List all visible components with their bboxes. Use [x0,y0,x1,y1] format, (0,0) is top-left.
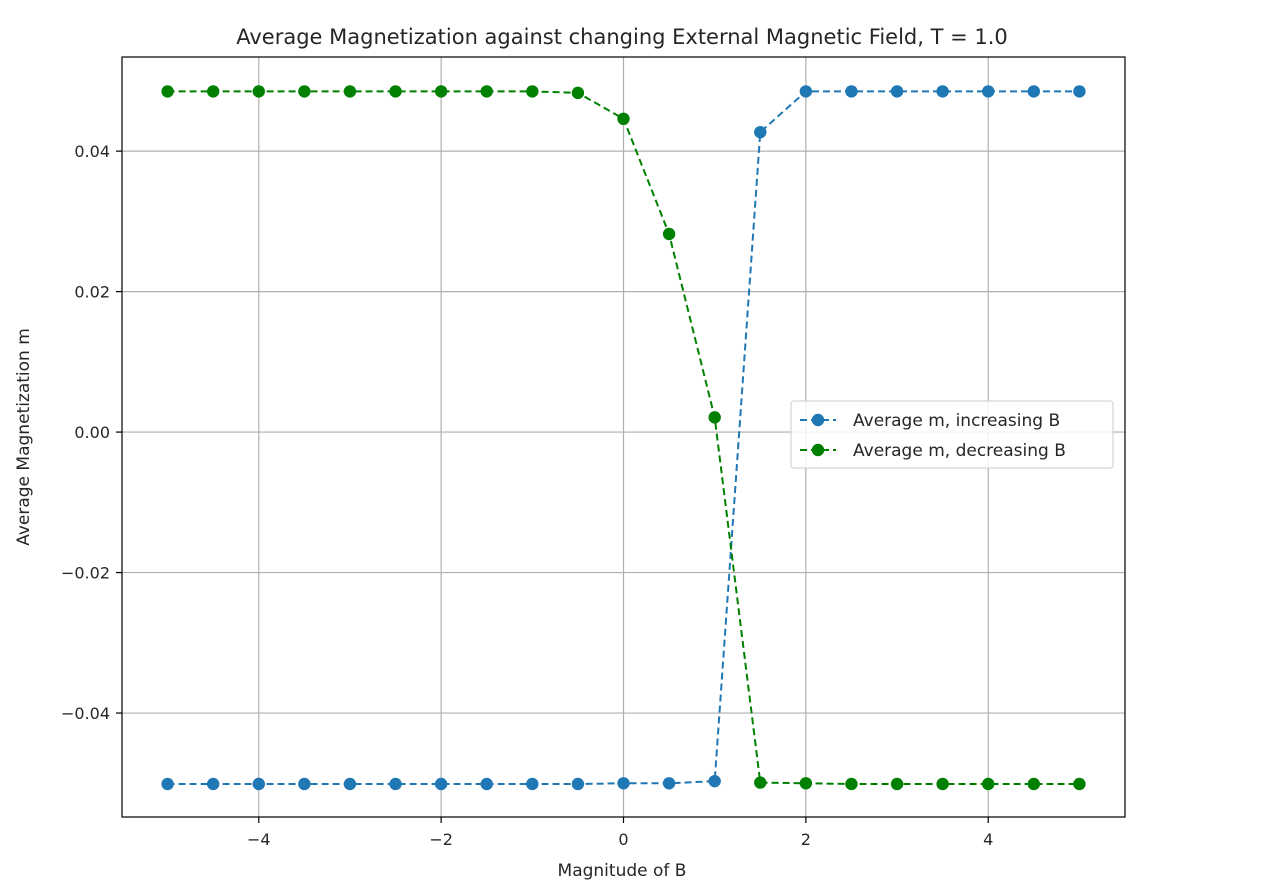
data-point [617,112,630,126]
x-tick-label: −4 [247,830,271,849]
x-axis-ticks: −4 −2 0 2 4 [247,817,993,849]
y-axis-ticks: −0.04 −0.02 0.00 0.02 0.04 [61,142,122,723]
legend: Average m, increasing B Average m, decrea… [790,400,1114,469]
x-axis-label: Magnitude of B [558,861,687,881]
data-point [890,85,904,98]
data-point [526,777,539,791]
data-point [252,85,265,98]
legend-marker [811,443,825,457]
legend-item: Average m, decreasing B [800,441,1066,461]
data-point [708,774,721,788]
data-point [1027,85,1041,98]
data-point [206,777,220,791]
data-point [206,85,220,98]
data-point [252,777,265,791]
data-point [389,777,402,791]
chart-title: Average Magnetization against changing E… [236,25,1008,49]
legend-item: Average m, increasing B [800,411,1060,431]
legend-box [790,400,1114,469]
data-point [982,85,995,98]
x-tick-label: −2 [429,830,453,849]
data-point [845,777,858,791]
data-point [1073,777,1086,791]
data-point [434,85,448,98]
y-tick-label: 0.04 [74,142,110,161]
data-point [434,777,448,791]
series-1 [161,85,1086,791]
legend-label: Average m, decreasing B [853,441,1066,461]
data-point [982,777,995,791]
data-point [526,85,539,98]
data-point [845,85,858,98]
series-2 [161,85,1086,791]
data-point [1073,85,1086,98]
data-point [480,85,493,98]
data-point [662,777,676,790]
data-point [936,85,949,98]
x-tick-label: 0 [618,830,628,849]
data-point [389,85,402,98]
y-tick-label: 0.00 [74,423,110,442]
data-point [754,125,767,139]
y-tick-label: −0.02 [61,564,110,583]
data-point [298,777,311,791]
data-point [571,777,585,791]
x-grid [258,57,989,817]
data-point [298,85,311,98]
data-point [480,777,493,791]
data-point [799,85,813,98]
legend-marker [811,413,825,427]
y-axis-label: Average Magnetization m [14,328,34,546]
data-point [343,777,357,791]
data-point [890,777,904,791]
data-point [936,777,949,791]
x-tick-label: 4 [983,830,993,849]
data-point [571,86,585,100]
data-point [799,777,813,790]
y-tick-label: −0.04 [61,704,110,723]
data-point [662,227,676,241]
y-tick-label: 0.02 [74,283,110,302]
data-point [754,776,767,789]
data-point [161,85,174,98]
data-point [161,777,174,791]
data-point [1027,777,1041,791]
legend-label: Average m, increasing B [853,411,1060,431]
x-tick-label: 2 [801,830,811,849]
data-point [617,777,630,790]
series-layer [161,85,1086,791]
data-point [343,85,357,98]
data-point [708,411,721,424]
